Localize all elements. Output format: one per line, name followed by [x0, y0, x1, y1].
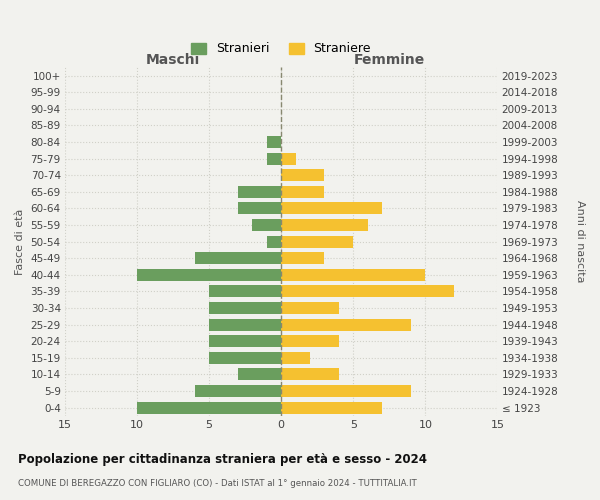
Bar — [209, 318, 281, 330]
Bar — [238, 186, 281, 198]
Bar — [267, 136, 281, 148]
Bar — [281, 269, 425, 280]
Y-axis label: Fasce di età: Fasce di età — [15, 208, 25, 274]
Bar — [281, 152, 296, 164]
Bar — [267, 152, 281, 164]
Text: Popolazione per cittadinanza straniera per età e sesso - 2024: Popolazione per cittadinanza straniera p… — [18, 452, 427, 466]
Bar — [137, 402, 281, 413]
Bar — [281, 335, 339, 347]
Bar — [267, 236, 281, 248]
Text: Maschi: Maschi — [146, 54, 200, 68]
Bar — [238, 368, 281, 380]
Bar — [195, 252, 281, 264]
Bar — [281, 236, 353, 248]
Bar — [209, 335, 281, 347]
Bar — [209, 286, 281, 298]
Bar — [281, 202, 382, 214]
Bar — [238, 202, 281, 214]
Text: Femmine: Femmine — [353, 54, 425, 68]
Bar — [253, 219, 281, 231]
Text: COMUNE DI BEREGAZZO CON FIGLIARO (CO) - Dati ISTAT al 1° gennaio 2024 - TUTTITAL: COMUNE DI BEREGAZZO CON FIGLIARO (CO) - … — [18, 479, 417, 488]
Bar — [137, 269, 281, 280]
Bar — [209, 302, 281, 314]
Bar — [281, 286, 454, 298]
Bar — [281, 402, 382, 413]
Y-axis label: Anni di nascita: Anni di nascita — [575, 200, 585, 283]
Bar — [281, 368, 339, 380]
Bar — [281, 352, 310, 364]
Bar — [281, 385, 411, 397]
Bar — [209, 352, 281, 364]
Bar — [281, 302, 339, 314]
Bar — [281, 252, 325, 264]
Bar — [281, 318, 411, 330]
Bar — [281, 186, 325, 198]
Bar — [195, 385, 281, 397]
Legend: Stranieri, Straniere: Stranieri, Straniere — [188, 38, 375, 59]
Bar — [281, 169, 325, 181]
Bar — [281, 219, 368, 231]
